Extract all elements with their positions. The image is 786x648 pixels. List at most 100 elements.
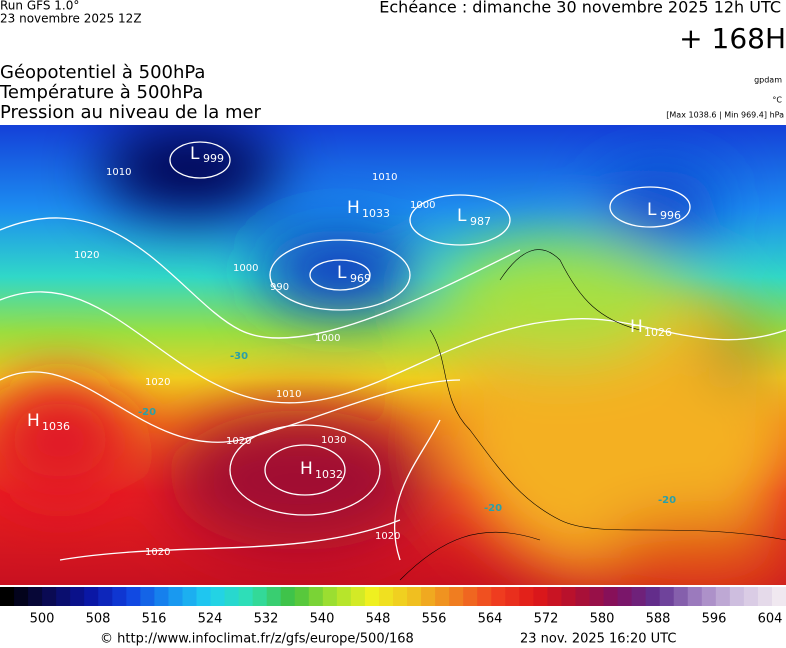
color-swatch [687,587,703,606]
color-swatch [659,587,675,606]
center-letter: L [190,144,200,164]
center-value: 996 [660,209,681,222]
valid-time: Echéance : dimanche 30 novembre 2025 12h… [379,0,781,17]
temperature-labels: -20 -30 -20 -20 [138,351,676,514]
colorbar: 500 508 516 524 532 540 548 556 564 572 580 588 596 6… [0,587,786,627]
coastlines [399,249,786,581]
color-swatch [168,587,183,606]
color-swatch [294,587,310,606]
color-swatch [519,587,534,606]
color-swatch [449,587,464,606]
center-value: 987 [470,215,491,228]
isobar-label: 1020 [226,436,251,447]
color-swatch [280,587,296,606]
color-swatch [252,587,268,606]
color-swatch [98,587,113,606]
lead-time: + 168H [679,22,786,55]
color-swatch [140,587,155,606]
color-swatch [729,587,745,606]
color-swatch [547,587,562,606]
color-swatch [112,587,127,606]
colorbar-label: 516 [142,612,167,627]
isobar-label: 1000 [410,200,435,211]
run-date: 23 novembre 2025 12Z [0,12,142,26]
isobar-label: 1030 [321,435,346,446]
color-swatch [56,587,71,606]
isobar-label: 990 [270,282,289,293]
color-swatch [266,587,282,606]
color-swatch [631,587,647,606]
color-swatch [154,587,169,606]
color-swatch [126,587,141,606]
colorbar-label: 564 [478,612,503,627]
color-swatch [673,587,689,606]
color-swatch [421,587,436,606]
center-value: 1033 [362,207,390,220]
color-swatch [757,587,773,606]
color-swatch [378,587,394,606]
extremes: [Max 1038.6 | Min 969.4] hPa [666,111,784,120]
color-swatch [14,587,29,606]
color-swatch [322,587,338,606]
unit: °C [772,96,782,105]
color-swatch [393,587,408,606]
run: Run GFS 1.0° [0,0,79,13]
color-swatch [308,587,324,606]
center-letter: H [347,198,360,218]
color-swatch [463,587,478,606]
colorbar-label: 588 [646,612,671,627]
color-swatch [196,587,212,606]
field: Géopotentiel à 500hPa [0,62,205,83]
map [0,125,786,585]
colorbar-label: 548 [366,612,391,627]
colorbar-label: 556 [422,612,447,627]
color-swatch [561,587,576,606]
colorbar-label: 508 [86,612,111,627]
color-swatch [589,587,605,606]
color-swatch [575,587,590,606]
color-swatch [350,587,366,606]
color-swatch [505,587,520,606]
center-letter: H [300,459,313,479]
color-swatch [715,587,731,606]
isobar-label: 1020 [145,377,170,388]
center-value: 1026 [644,326,672,339]
center-letter: L [457,206,467,226]
color-swatch [336,587,352,606]
colorbar-label: 596 [702,612,727,627]
temperature-label: -20 [658,495,676,506]
center-letter: L [647,200,657,220]
color-swatch [645,587,661,606]
color-swatch [407,587,422,606]
isobar-label: 1000 [315,333,340,344]
isobar-label: 1020 [74,250,99,261]
color-swatch [364,587,380,606]
field: Température à 500hPa [0,82,203,103]
colorbar-label: 500 [30,612,55,627]
color-swatch [182,587,197,606]
colorbar-label: 524 [198,612,223,627]
color-swatch [84,587,99,606]
color-swatch [0,587,15,606]
temperature-label: -30 [230,351,248,362]
center-letter: H [27,411,40,431]
colorbar-label: 580 [590,612,615,627]
color-swatch [701,587,717,606]
color-swatch [224,587,240,606]
color-swatch [210,587,226,606]
color-swatch [603,587,619,606]
color-swatch [70,587,85,606]
color-swatch [28,587,43,606]
color-swatch [491,587,506,606]
source: © http://www.infoclimat.fr/z/gfs/europe/… [100,632,414,647]
field: Pression au niveau de la mer [0,102,262,123]
temperature-label: -20 [138,407,156,418]
color-swatch [477,587,492,606]
colorbar-label: 604 [758,612,783,627]
color-swatch [617,587,633,606]
center-value: 1036 [42,420,70,433]
color-swatch [743,587,759,606]
